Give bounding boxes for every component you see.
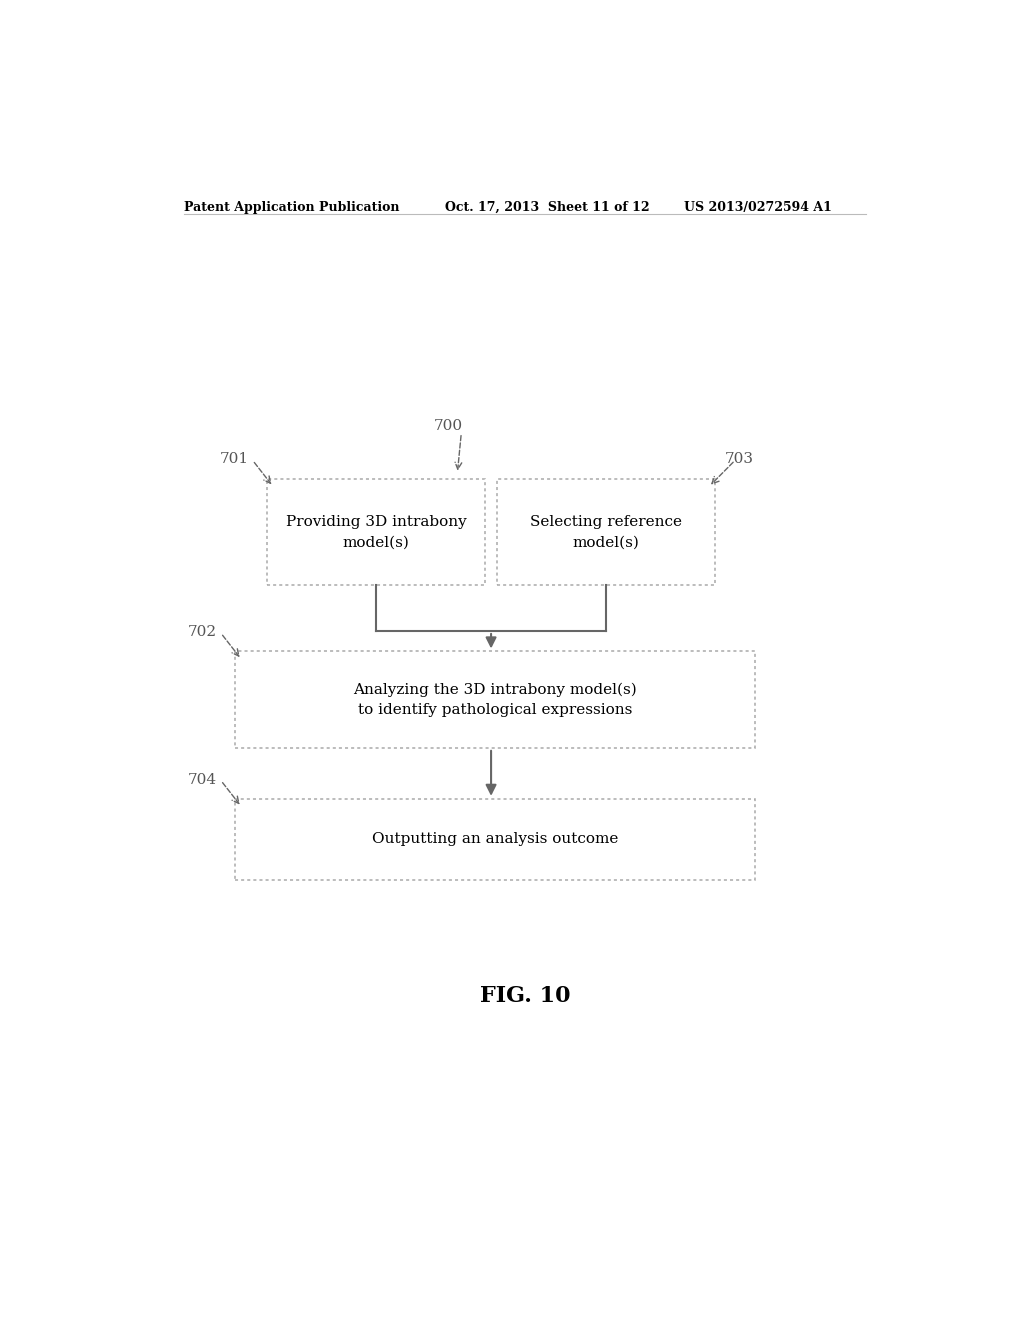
Bar — [236, 651, 755, 748]
Bar — [497, 479, 715, 585]
Text: Outputting an analysis outcome: Outputting an analysis outcome — [372, 833, 618, 846]
Bar — [236, 799, 755, 880]
Text: 704: 704 — [187, 772, 217, 787]
Text: Oct. 17, 2013  Sheet 11 of 12: Oct. 17, 2013 Sheet 11 of 12 — [445, 201, 650, 214]
Text: 702: 702 — [187, 626, 217, 639]
Text: 703: 703 — [725, 453, 754, 466]
Text: Analyzing the 3D intrabony model(s)
to identify pathological expressions: Analyzing the 3D intrabony model(s) to i… — [353, 682, 637, 717]
Text: 700: 700 — [433, 418, 463, 433]
Bar — [267, 479, 485, 585]
Text: Patent Application Publication: Patent Application Publication — [183, 201, 399, 214]
Text: Selecting reference
model(s): Selecting reference model(s) — [530, 515, 682, 549]
Text: 701: 701 — [219, 453, 249, 466]
Text: US 2013/0272594 A1: US 2013/0272594 A1 — [684, 201, 831, 214]
Text: Providing 3D intrabony
model(s): Providing 3D intrabony model(s) — [286, 515, 466, 549]
Text: FIG. 10: FIG. 10 — [479, 985, 570, 1007]
